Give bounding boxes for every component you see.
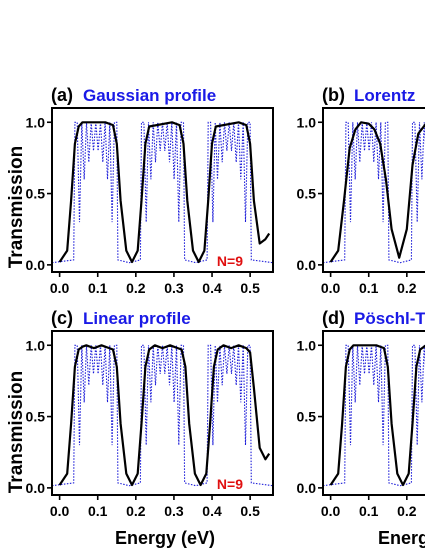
x-tick-label: 0.2 bbox=[126, 280, 146, 296]
panel-tag: (a) bbox=[51, 85, 73, 105]
x-tick-label: 0.1 bbox=[88, 280, 108, 296]
chart-panel: (a) Gaussian profile 0.0 0.1 0.2 0.3 0.4 0.5 0.0… bbox=[26, 85, 274, 296]
y-tick-label: 0.0 bbox=[26, 480, 46, 496]
y-tick-label: 1.0 bbox=[297, 114, 317, 130]
panel-title: Lorentz bbox=[354, 86, 415, 105]
y-axis-label: Transmission bbox=[6, 371, 27, 494]
y-tick-label: 0.5 bbox=[26, 409, 46, 425]
annotation-label: N=9 bbox=[217, 253, 243, 269]
x-tick-label: 0.3 bbox=[164, 280, 184, 296]
plot-frame bbox=[51, 107, 274, 273]
x-tick-label: 0.1 bbox=[359, 280, 379, 296]
plot-area bbox=[52, 121, 273, 264]
chart-panel: (d) Pöschl-T 0.0 0.1 0.2 0.0 0.5 1.0 bbox=[297, 308, 425, 519]
panel-tag: (b) bbox=[322, 85, 345, 105]
plot-frame bbox=[322, 107, 425, 273]
y-tick-label: 1.0 bbox=[26, 337, 46, 353]
series-solid-line bbox=[329, 121, 425, 263]
y-axis-label: Transmission bbox=[6, 146, 27, 269]
x-tick-label: 0.3 bbox=[164, 503, 184, 519]
plot-area bbox=[323, 121, 425, 264]
annotation-label: N=9 bbox=[217, 476, 243, 492]
series-solid-line bbox=[58, 121, 271, 264]
x-tick-label: 0.5 bbox=[240, 503, 260, 519]
panel-title: Linear profile bbox=[83, 309, 191, 328]
x-tick-label: 0.2 bbox=[397, 503, 417, 519]
series-dotted-line bbox=[52, 121, 273, 264]
y-tick-label: 0.0 bbox=[26, 257, 46, 273]
x-tick-label: 0.0 bbox=[321, 503, 341, 519]
x-tick-label: 0.0 bbox=[50, 280, 70, 296]
chart-panel: (b) Lorentz 0.0 0.1 0.2 0.0 0.5 1.0 bbox=[297, 85, 425, 296]
x-axis-label: Energy (eV) bbox=[115, 528, 215, 548]
x-tick-label: 0.4 bbox=[202, 503, 222, 519]
chart-panel: (c) Linear profile 0.0 0.1 0.2 0.3 0.4 0.5 0.0 0.… bbox=[26, 308, 274, 519]
y-tick-label: 1.0 bbox=[297, 337, 317, 353]
x-axis-label-cut: Energ bbox=[378, 528, 425, 548]
panel-title: Gaussian profile bbox=[83, 86, 216, 105]
series-dotted-line bbox=[52, 344, 273, 487]
x-tick-label: 0.1 bbox=[359, 503, 379, 519]
y-tick-label: 0.5 bbox=[297, 409, 317, 425]
plot-area bbox=[323, 344, 425, 487]
x-tick-label: 0.1 bbox=[88, 503, 108, 519]
plot-frame bbox=[51, 330, 274, 496]
series-solid-line bbox=[58, 344, 271, 487]
plot-area bbox=[52, 344, 273, 487]
x-tick-label: 0.0 bbox=[50, 503, 70, 519]
plot-frame bbox=[322, 330, 425, 496]
x-tick-label: 0.5 bbox=[240, 280, 260, 296]
x-tick-label: 0.2 bbox=[126, 503, 146, 519]
x-tick-label: 0.2 bbox=[397, 280, 417, 296]
panel-title: Pöschl-T bbox=[354, 309, 425, 328]
y-tick-label: 0.0 bbox=[297, 480, 317, 496]
y-tick-label: 0.5 bbox=[297, 186, 317, 202]
x-tick-label: 0.4 bbox=[202, 280, 222, 296]
y-tick-label: 1.0 bbox=[26, 114, 46, 130]
series-solid-line bbox=[329, 344, 425, 487]
y-tick-label: 0.0 bbox=[297, 257, 317, 273]
y-tick-label: 0.5 bbox=[26, 186, 46, 202]
x-tick-label: 0.0 bbox=[321, 280, 341, 296]
panel-tag: (c) bbox=[51, 308, 73, 328]
panel-tag: (d) bbox=[322, 308, 345, 328]
